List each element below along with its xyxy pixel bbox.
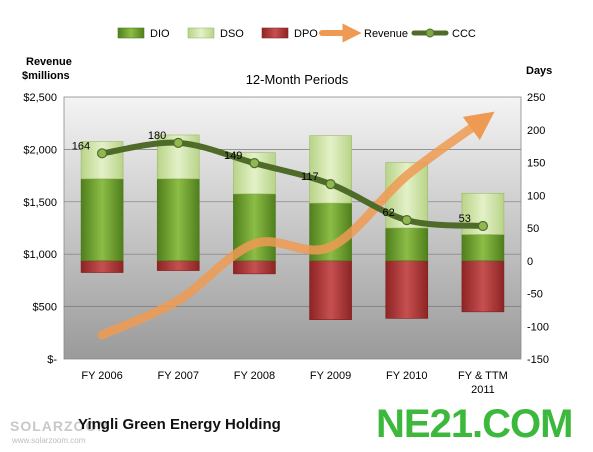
watermark-brand: SOLARZOOM bbox=[10, 418, 110, 434]
legend-label-dpo: DPO bbox=[294, 28, 318, 40]
company-name: Yingli Green Energy Holding bbox=[78, 416, 281, 433]
right-tick-label: -150 bbox=[527, 354, 549, 366]
legend-swatch-dio bbox=[117, 27, 145, 39]
bar-dpo bbox=[156, 260, 200, 271]
bar-dio bbox=[461, 234, 505, 262]
ccc-point bbox=[401, 215, 412, 226]
right-tick-label: -100 bbox=[527, 321, 549, 333]
legend-swatch-dso bbox=[187, 27, 215, 39]
ccc-point bbox=[325, 179, 336, 190]
legend-label-revenue: Revenue bbox=[364, 28, 408, 40]
legend-swatch-dpo bbox=[261, 27, 289, 39]
ccc-data-label: 164 bbox=[72, 140, 90, 152]
bar-dpo bbox=[461, 260, 505, 313]
ccc-point bbox=[477, 220, 489, 232]
bar-dpo bbox=[233, 260, 276, 275]
left-tick-label: $1,000 bbox=[23, 249, 57, 261]
legend-label-ccc: CCC bbox=[452, 28, 476, 40]
right-tick-label: 100 bbox=[527, 190, 545, 202]
category-label: FY 2009 bbox=[310, 370, 351, 382]
right-axis-ticks: -150 -100 -50 0 50 100 150 200 250 bbox=[527, 92, 549, 366]
left-tick-label: $2,000 bbox=[23, 144, 57, 156]
category-label: FY & TTM bbox=[458, 370, 508, 382]
left-axis-title-line2: $millions bbox=[22, 70, 70, 82]
bar-dio bbox=[385, 227, 429, 262]
right-axis-title: Days bbox=[526, 65, 552, 77]
category-label: FY 2008 bbox=[234, 370, 275, 382]
category-label-year: 2011 bbox=[471, 384, 495, 396]
legend: DIO DSO DPO Revenue CCC bbox=[117, 23, 476, 43]
ccc-data-label: 149 bbox=[224, 150, 242, 162]
watermark-url: www.solarzoom.com bbox=[12, 436, 86, 445]
chart-title: 12-Month Periods bbox=[246, 72, 349, 87]
ccc-point bbox=[249, 158, 260, 169]
ccc-data-label: 62 bbox=[383, 207, 395, 219]
revenue-series bbox=[97, 111, 495, 340]
bars bbox=[80, 134, 505, 321]
category-label: FY 2006 bbox=[81, 370, 122, 382]
ccc-line bbox=[99, 139, 486, 230]
revenue-line bbox=[97, 111, 495, 340]
right-tick-label: 200 bbox=[527, 125, 545, 137]
ccc-data-label: 117 bbox=[301, 171, 319, 183]
ne21-logo: NE21.COM bbox=[376, 402, 573, 446]
right-tick-label: 0 bbox=[527, 256, 533, 268]
ccc-series: 164 180 149 117 62 53 bbox=[72, 130, 489, 232]
right-tick-label: -50 bbox=[527, 289, 543, 301]
left-tick-label: $1,500 bbox=[23, 197, 57, 209]
category-label: FY 2007 bbox=[158, 370, 199, 382]
bar-dio bbox=[156, 178, 200, 262]
ccc-data-label: 180 bbox=[148, 130, 166, 142]
right-tick-label: 150 bbox=[527, 158, 545, 170]
left-tick-label: $- bbox=[47, 354, 57, 366]
left-axis-ticks: $- $500 $1,000 $1,500 $2,000 $2,500 bbox=[23, 92, 57, 366]
legend-label-dio: DIO bbox=[150, 28, 170, 40]
left-tick-label: $2,500 bbox=[23, 92, 57, 104]
right-tick-label: 50 bbox=[527, 223, 539, 235]
left-tick-label: $500 bbox=[33, 302, 57, 314]
ccc-point bbox=[173, 137, 184, 148]
bar-dpo bbox=[309, 260, 352, 321]
bar-dio bbox=[80, 178, 124, 262]
category-label: FY 2010 bbox=[386, 370, 427, 382]
legend-marker-ccc bbox=[425, 28, 435, 38]
left-axis-title-line1: Revenue bbox=[26, 56, 72, 68]
ccc-point bbox=[96, 148, 108, 159]
legend-label-dso: DSO bbox=[220, 28, 244, 40]
ccc-data-label: 53 bbox=[459, 213, 471, 225]
bar-dpo bbox=[385, 260, 429, 319]
bar-dpo bbox=[80, 260, 124, 273]
category-labels: FY 2006 FY 2007 FY 2008 FY 2009 FY 2010 FY & … bbox=[81, 370, 507, 396]
right-tick-label: 250 bbox=[527, 92, 545, 104]
